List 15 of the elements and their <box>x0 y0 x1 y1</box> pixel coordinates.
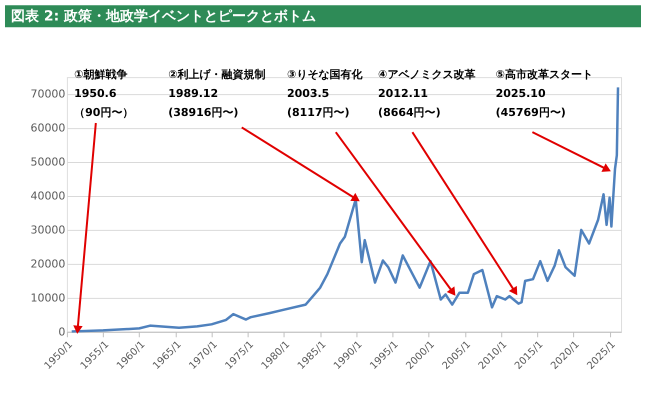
y-tick-label: 0 <box>58 325 66 338</box>
line-series <box>70 86 620 333</box>
y-tick-label: 70000 <box>30 88 66 101</box>
y-tick-label: 20000 <box>30 257 66 270</box>
annotation: ⑤高市改革スタート 2025.10 (45769円〜) <box>496 68 593 120</box>
annotation: ③りそな国有化 2003.5 (8117円〜) <box>286 68 364 120</box>
annotation: ②利上げ・融資規制 1989.12 (38916円〜) <box>168 68 266 120</box>
chart-title: 図表 2: 政策・地政学イベントとピークとボトム <box>10 8 316 24</box>
y-tick-label: 30000 <box>30 223 66 236</box>
y-tick-label: 50000 <box>30 156 66 169</box>
y-tick-label: 40000 <box>30 189 66 202</box>
annotation: ①朝鮮戦争 1950.6 （90円〜） <box>74 68 134 120</box>
annotation: ④アベノミクス改革 2012.11 (8664円〜) <box>378 68 476 120</box>
y-tick-label: 10000 <box>30 291 66 304</box>
y-tick-label: 60000 <box>30 122 66 135</box>
